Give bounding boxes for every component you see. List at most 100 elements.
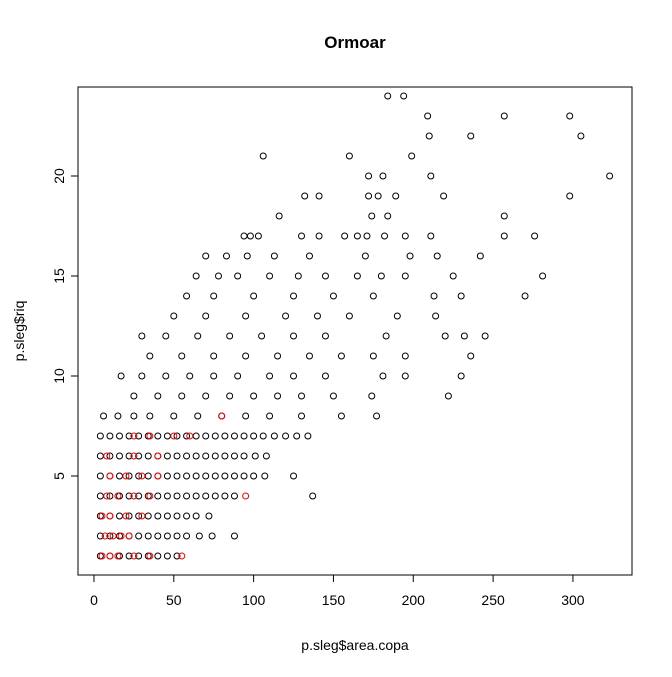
point [321,332,329,340]
point [392,192,400,200]
point [221,432,229,440]
point [365,192,373,200]
point [205,512,213,520]
point [173,532,181,540]
point [109,532,117,540]
point [240,472,248,480]
point [135,472,143,480]
point [125,472,133,480]
point [202,392,210,400]
point [230,492,238,500]
point [290,292,298,300]
point [194,332,202,340]
point [440,192,448,200]
point [298,392,306,400]
point [274,352,282,360]
point [135,492,143,500]
point [183,292,191,300]
point [230,452,238,460]
point [178,352,186,360]
point [162,332,170,340]
point [125,552,133,560]
point [393,312,401,320]
point [345,312,353,320]
point [500,232,508,240]
point [313,312,321,320]
point [163,532,171,540]
point [154,492,162,500]
point [210,352,218,360]
point [222,252,230,260]
point [106,492,114,500]
point [262,452,270,460]
point [211,492,219,500]
x-tick-label: 300 [561,592,585,608]
point [125,492,133,500]
point [467,352,475,360]
point [116,452,124,460]
point [321,372,329,380]
point [211,472,219,480]
point [234,272,242,280]
x-tick-label: 250 [481,592,505,608]
point [154,392,162,400]
point [194,412,202,420]
point [183,432,191,440]
point [202,472,210,480]
point [211,452,219,460]
point [130,392,138,400]
point [162,372,170,380]
point [373,412,381,420]
point [368,392,376,400]
point [242,492,250,500]
x-tick-label: 50 [166,592,182,608]
point [125,432,133,440]
point [183,532,191,540]
point [266,372,274,380]
point [114,412,122,420]
point [117,372,125,380]
point [361,252,369,260]
point [210,292,218,300]
point [192,452,200,460]
point [329,292,337,300]
point [337,352,345,360]
point [96,532,104,540]
point [125,452,133,460]
point [96,432,104,440]
point [211,432,219,440]
point [309,492,317,500]
y-tick-label: 15 [51,268,67,284]
point [170,432,178,440]
point [353,232,361,240]
point [374,192,382,200]
point [282,312,290,320]
point [100,412,108,420]
point [400,92,408,100]
point [130,412,138,420]
point [114,492,122,500]
point [315,192,323,200]
point [298,412,306,420]
point [270,252,278,260]
point [146,432,154,440]
point [146,492,154,500]
point [521,292,529,300]
point [566,112,574,120]
point [290,372,298,380]
point [250,392,258,400]
point [315,232,323,240]
point [305,352,313,360]
point [261,472,269,480]
point [379,172,387,180]
point [467,132,475,140]
point [321,272,329,280]
point [130,552,138,560]
point [427,232,435,240]
point [103,492,111,500]
point [363,232,371,240]
point [98,552,106,560]
